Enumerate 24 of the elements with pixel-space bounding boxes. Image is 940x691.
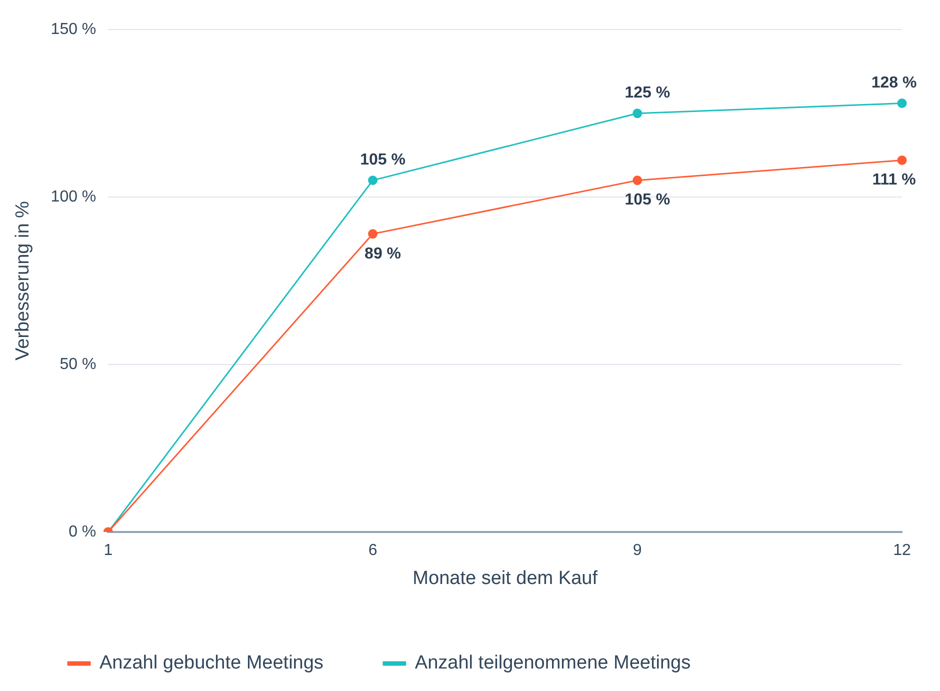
x-tick-label: 1 [104, 542, 113, 560]
x-tick-label: 9 [632, 542, 642, 560]
data-label: 125 % [624, 84, 670, 102]
y-tick-label: 100 % [50, 188, 96, 206]
data-label: 105 % [624, 192, 670, 209]
data-label: 105 % [360, 152, 406, 169]
data-label: 111 % [872, 172, 916, 189]
point [368, 176, 378, 186]
point [368, 229, 378, 239]
x-tick-label: 12 [893, 542, 911, 560]
point [632, 108, 642, 118]
point [632, 176, 642, 186]
data-label: 128 % [871, 74, 917, 92]
legend-label: Anzahl teilgenommene Meetings [414, 652, 691, 674]
x-axis-title: Monate seit dem Kauf [412, 568, 598, 589]
y-tick-label: 150 % [50, 21, 96, 38]
x-tick-label: 6 [368, 542, 378, 560]
legend-label: Anzahl gebuchte Meetings [100, 652, 324, 674]
y-tick-label: 0 % [68, 523, 96, 540]
point [897, 155, 907, 165]
data-label: 89 % [364, 245, 402, 262]
point [897, 98, 907, 108]
y-tick-label: 50 % [60, 356, 96, 373]
y-axis-title: Verbesserung in % [12, 200, 34, 361]
